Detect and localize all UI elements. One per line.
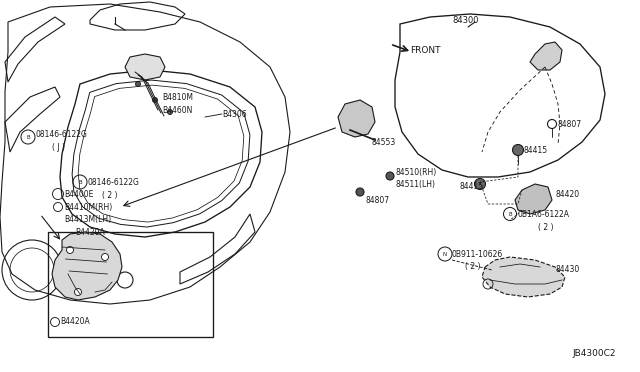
Text: 84553: 84553 <box>372 138 396 147</box>
Text: 84420: 84420 <box>555 189 579 199</box>
Text: 84807: 84807 <box>557 119 581 128</box>
Text: 84511(LH): 84511(LH) <box>395 180 435 189</box>
Text: B4460N: B4460N <box>162 106 193 115</box>
Circle shape <box>67 247 74 253</box>
Circle shape <box>513 144 524 155</box>
Text: B: B <box>26 135 30 140</box>
Polygon shape <box>52 232 122 300</box>
Text: ( J ): ( J ) <box>52 142 65 151</box>
Circle shape <box>102 253 109 260</box>
Polygon shape <box>338 100 375 137</box>
Text: ( 2 ): ( 2 ) <box>102 190 118 199</box>
Text: FRONT: FRONT <box>410 45 440 55</box>
Polygon shape <box>515 184 552 214</box>
Text: 84430: 84430 <box>555 266 579 275</box>
Text: 08146-6122G: 08146-6122G <box>88 177 140 186</box>
Polygon shape <box>125 54 165 80</box>
Polygon shape <box>530 42 562 70</box>
Text: N: N <box>443 251 447 257</box>
Text: 84415: 84415 <box>460 182 484 190</box>
Circle shape <box>474 179 486 189</box>
Circle shape <box>386 172 394 180</box>
Text: 0B1A6-6122A: 0B1A6-6122A <box>518 209 570 218</box>
Text: JB4300C2: JB4300C2 <box>572 350 616 359</box>
Text: B: B <box>508 212 512 217</box>
Text: 84415: 84415 <box>524 145 548 154</box>
Text: 0B911-10626: 0B911-10626 <box>452 250 503 259</box>
Text: ( 2 ): ( 2 ) <box>538 222 554 231</box>
Circle shape <box>74 289 81 295</box>
Polygon shape <box>482 257 565 297</box>
Text: 84807: 84807 <box>365 196 389 205</box>
Text: B4420A: B4420A <box>75 228 105 237</box>
Text: B: B <box>78 180 82 185</box>
Circle shape <box>136 81 141 87</box>
Text: B4410M(RH): B4410M(RH) <box>64 202 112 212</box>
Text: B4420A: B4420A <box>60 317 90 327</box>
Text: B4810M: B4810M <box>162 93 193 102</box>
Text: 84300: 84300 <box>452 16 479 25</box>
Circle shape <box>356 188 364 196</box>
Text: 84510(RH): 84510(RH) <box>395 167 436 176</box>
Text: B4400E: B4400E <box>64 189 93 199</box>
Circle shape <box>152 97 157 103</box>
Text: ( 2 ): ( 2 ) <box>465 263 481 272</box>
Text: B4413M(LH): B4413M(LH) <box>64 215 111 224</box>
Text: 08146-6122G: 08146-6122G <box>36 129 88 138</box>
Circle shape <box>168 109 173 115</box>
Text: B4306: B4306 <box>222 109 246 119</box>
Circle shape <box>351 128 359 136</box>
